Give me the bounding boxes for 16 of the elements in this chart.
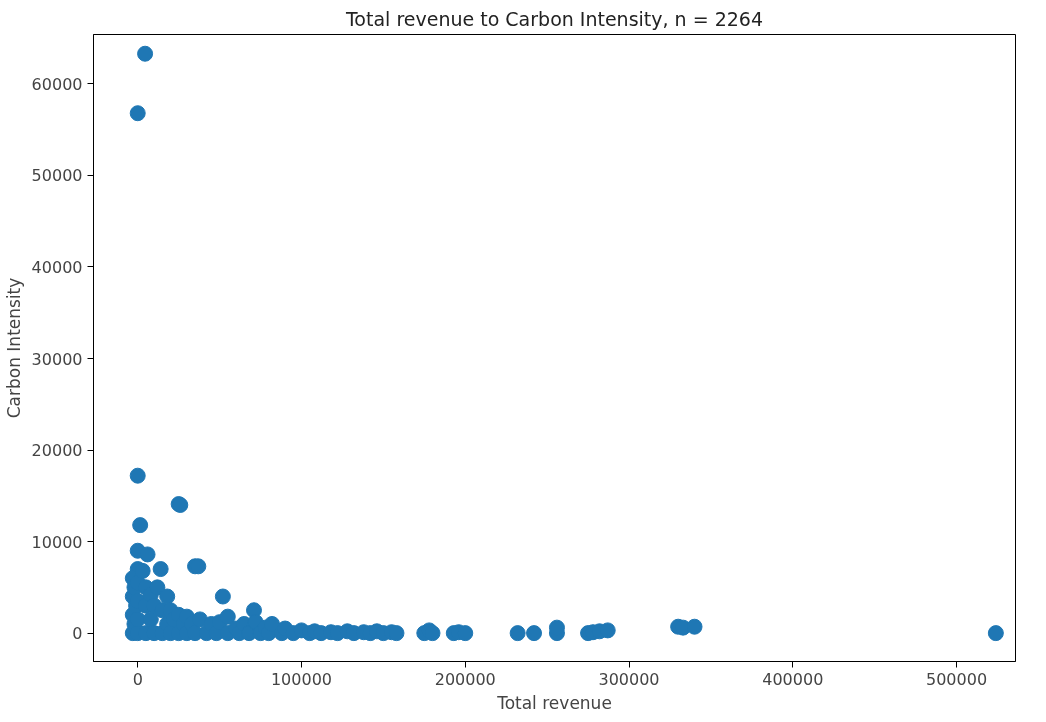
y-tick-label: 60000 (31, 74, 83, 94)
x-tick-label: 100000 (270, 669, 333, 689)
chart-title: Total revenue to Carbon Intensity, n = 2264 (344, 7, 764, 30)
x-tick-label: 500000 (926, 669, 988, 689)
x-tick-label: 300000 (598, 669, 660, 689)
x-tick-label: 0 (132, 669, 143, 689)
y-tick-label: 30000 (31, 349, 83, 369)
y-axis-title: Carbon Intensity (3, 277, 24, 419)
x-tick-label: 200000 (434, 669, 496, 689)
y-tick-label: 10000 (31, 532, 83, 552)
x-axis-title: Total revenue (496, 692, 612, 713)
y-tick-label: 50000 (31, 166, 83, 186)
x-tick-label: 400000 (762, 669, 824, 689)
y-tick-label: 40000 (31, 257, 83, 277)
y-tick-label: 0 (72, 624, 83, 644)
y-tick-label: 20000 (31, 441, 83, 461)
